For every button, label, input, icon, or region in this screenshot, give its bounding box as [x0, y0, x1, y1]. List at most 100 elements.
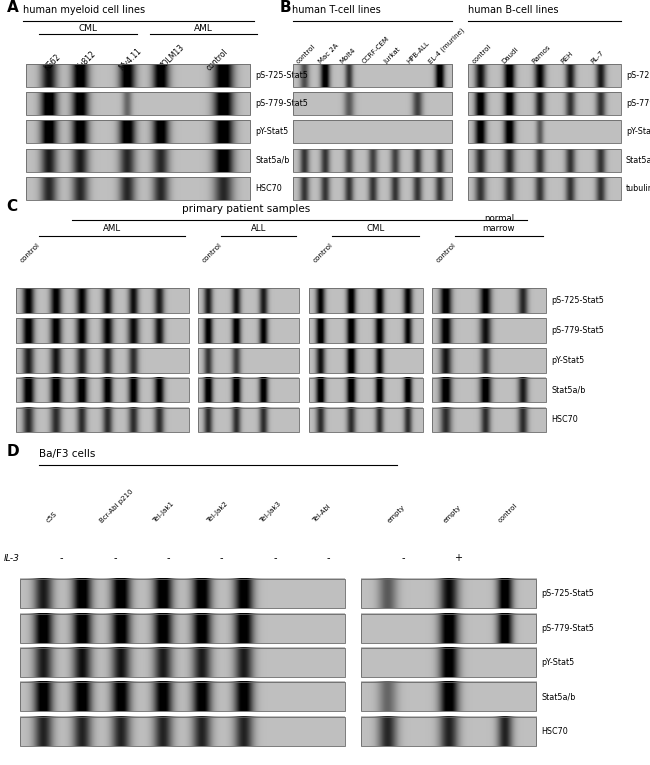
Bar: [468, 120, 621, 144]
Text: AML: AML: [194, 24, 213, 33]
Text: control: control: [436, 242, 458, 264]
Text: Daudi: Daudi: [500, 47, 519, 65]
Text: empty: empty: [387, 504, 407, 524]
Bar: [432, 348, 546, 373]
Text: pY-Stat5: pY-Stat5: [541, 658, 575, 667]
Bar: [20, 717, 344, 746]
Text: RL-7: RL-7: [590, 50, 605, 65]
Text: HSC70: HSC70: [541, 727, 568, 736]
Bar: [16, 288, 188, 313]
Text: Mac 2A: Mac 2A: [317, 43, 339, 65]
Text: D: D: [6, 444, 19, 459]
Text: Stat5a/b: Stat5a/b: [551, 386, 586, 395]
Bar: [361, 648, 536, 677]
Text: Jurkat: Jurkat: [384, 47, 402, 65]
Text: pS-725-Stat5: pS-725-Stat5: [626, 71, 650, 80]
Bar: [198, 378, 299, 402]
Bar: [26, 120, 250, 144]
Bar: [361, 579, 536, 608]
Text: human B-cell lines: human B-cell lines: [468, 5, 558, 15]
Bar: [26, 92, 250, 115]
Text: control: control: [202, 242, 224, 264]
Text: -: -: [326, 553, 330, 564]
Text: CML: CML: [366, 224, 385, 233]
Bar: [468, 177, 621, 200]
Text: Mv4.11: Mv4.11: [117, 47, 143, 73]
Bar: [432, 318, 546, 343]
Text: IL-3: IL-3: [3, 554, 19, 563]
Text: -: -: [273, 553, 277, 564]
Bar: [26, 148, 250, 172]
Text: control: control: [312, 242, 334, 264]
Text: pY-Stat5: pY-Stat5: [551, 356, 584, 365]
Text: empty: empty: [442, 504, 462, 524]
Text: C: C: [6, 199, 18, 214]
Text: tubulin: tubulin: [626, 184, 650, 193]
Text: Molt4: Molt4: [339, 47, 358, 65]
Text: CCRF-CEM: CCRF-CEM: [361, 35, 391, 65]
Bar: [309, 288, 422, 313]
Text: c5S: c5S: [46, 511, 58, 524]
Text: control: control: [497, 503, 519, 524]
Text: AML: AML: [103, 224, 121, 233]
Text: +: +: [454, 553, 462, 564]
Text: Tel-Jak3: Tel-Jak3: [259, 500, 282, 524]
Bar: [361, 614, 536, 643]
Text: B: B: [280, 0, 291, 15]
Text: HPB-ALL: HPB-ALL: [406, 41, 430, 65]
Text: pS-725-Stat5: pS-725-Stat5: [255, 71, 308, 80]
Bar: [292, 120, 452, 144]
Text: primary patient samples: primary patient samples: [182, 204, 310, 214]
Bar: [468, 92, 621, 115]
Text: -: -: [220, 553, 224, 564]
Text: HSC70: HSC70: [551, 415, 578, 425]
Text: control: control: [471, 44, 492, 65]
Text: -: -: [166, 553, 170, 564]
Text: Ramos: Ramos: [530, 44, 551, 65]
Text: Stat5a/b: Stat5a/b: [626, 156, 650, 164]
Text: -: -: [401, 553, 405, 564]
Bar: [361, 682, 536, 711]
Text: pS-779-Stat5: pS-779-Stat5: [551, 326, 604, 335]
Bar: [432, 288, 546, 313]
Text: pS-779-Stat5: pS-779-Stat5: [255, 99, 308, 108]
Bar: [198, 348, 299, 373]
Text: -: -: [60, 553, 64, 564]
Text: ALL: ALL: [251, 224, 266, 233]
Bar: [16, 348, 188, 373]
Bar: [292, 177, 452, 200]
Bar: [309, 408, 422, 432]
Text: EL-4 (murine): EL-4 (murine): [428, 27, 466, 65]
Text: -: -: [113, 553, 117, 564]
Bar: [16, 408, 188, 432]
Text: pY-Stat5: pY-Stat5: [626, 128, 650, 136]
Text: Ba/F3 cells: Ba/F3 cells: [39, 449, 96, 459]
Bar: [16, 318, 188, 343]
Text: Tel-Abl: Tel-Abl: [312, 503, 332, 524]
Text: pS-779-Stat5: pS-779-Stat5: [626, 99, 650, 108]
Bar: [20, 579, 344, 608]
Text: pS-725-Stat5: pS-725-Stat5: [541, 589, 594, 598]
Text: REH: REH: [560, 50, 575, 65]
Bar: [198, 408, 299, 432]
Bar: [432, 408, 546, 432]
Bar: [361, 717, 536, 746]
Text: KS62: KS62: [42, 53, 62, 73]
Text: HSC70: HSC70: [255, 184, 282, 193]
Text: control: control: [205, 47, 230, 73]
Bar: [20, 614, 344, 643]
Bar: [468, 148, 621, 172]
Text: normal
marrow: normal marrow: [482, 214, 515, 233]
Bar: [26, 177, 250, 200]
Text: pS-779-Stat5: pS-779-Stat5: [541, 623, 594, 633]
Bar: [309, 318, 422, 343]
Text: Tel-Jak2: Tel-Jak2: [205, 501, 229, 524]
Text: control: control: [295, 44, 317, 65]
Bar: [432, 378, 546, 402]
Text: Bcr-Abl p210: Bcr-Abl p210: [99, 488, 135, 524]
Text: Tel-Jak1: Tel-Jak1: [152, 500, 176, 524]
Text: human myeloid cell lines: human myeloid cell lines: [23, 5, 145, 15]
Text: pY-Stat5: pY-Stat5: [255, 128, 289, 136]
Text: Stat5a/b: Stat5a/b: [541, 692, 576, 702]
Text: Stat5a/b: Stat5a/b: [255, 156, 290, 164]
